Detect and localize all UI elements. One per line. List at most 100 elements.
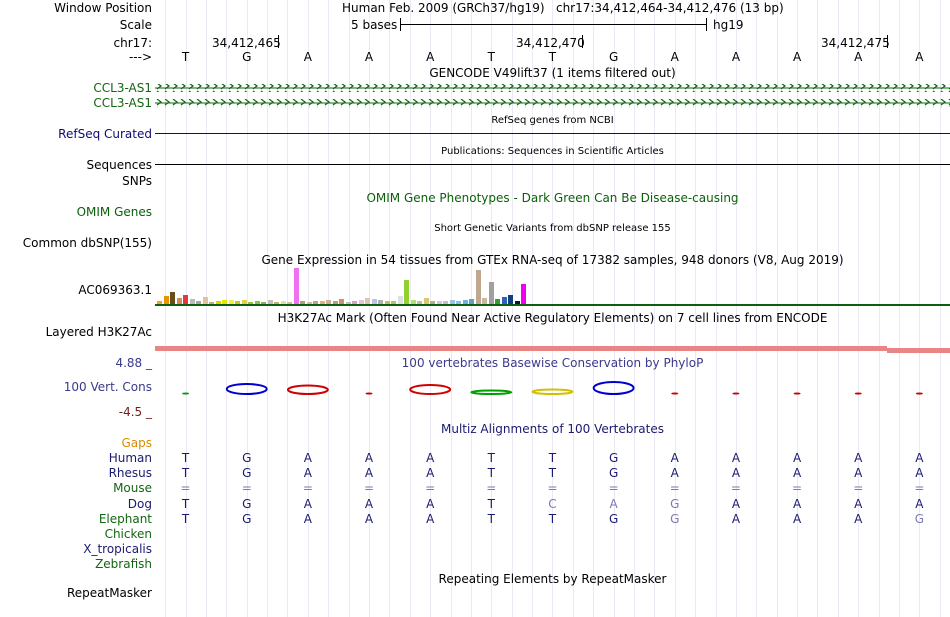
gencode-features[interactable] bbox=[155, 82, 950, 110]
cons-title[interactable]: 100 vertebrates Basewise Conservation by… bbox=[401, 356, 704, 370]
gtex-bar[interactable] bbox=[274, 302, 279, 304]
omim-label[interactable]: OMIM Genes bbox=[76, 205, 152, 219]
phylop-glyph bbox=[671, 392, 679, 395]
h3k27ac-signal-tail[interactable] bbox=[887, 348, 950, 353]
refseq-label[interactable]: RefSeq Curated bbox=[58, 127, 152, 141]
gtex-bar[interactable] bbox=[384, 301, 390, 304]
species-label-rhesus[interactable]: Rhesus bbox=[108, 466, 152, 481]
refseq-title[interactable]: RefSeq genes from NCBI bbox=[491, 115, 614, 126]
repeatmasker-title[interactable]: Repeating Elements by RepeatMasker bbox=[438, 572, 667, 586]
gencode-item-1[interactable]: CCL3-AS1 bbox=[93, 81, 152, 95]
gtex-bar[interactable] bbox=[501, 297, 507, 304]
gtex-bar[interactable] bbox=[423, 298, 429, 304]
multiz-title[interactable]: Multiz Alignments of 100 Vertebrates bbox=[440, 422, 665, 436]
gtex-bar[interactable] bbox=[391, 301, 396, 304]
species-label-mouse[interactable]: Mouse bbox=[113, 481, 152, 496]
gtex-bar[interactable] bbox=[371, 299, 377, 304]
species-label-elephant[interactable]: Elephant bbox=[98, 511, 152, 526]
gtex-bar[interactable] bbox=[365, 298, 370, 304]
h3k27ac-label[interactable]: Layered H3K27Ac bbox=[45, 325, 152, 339]
gtex-bar[interactable] bbox=[456, 301, 461, 304]
gtex-bar[interactable] bbox=[280, 301, 286, 304]
gtex-bar[interactable] bbox=[339, 299, 344, 304]
species-label-x_tropicalis[interactable]: X_tropicalis bbox=[83, 542, 152, 557]
gencode-item-2[interactable]: CCL3-AS1 bbox=[93, 96, 152, 110]
gtex-bar[interactable] bbox=[183, 295, 188, 304]
alignment-base: G bbox=[608, 466, 619, 481]
h3k27ac-signal[interactable] bbox=[155, 346, 887, 351]
gtex-bar[interactable] bbox=[254, 301, 260, 304]
gtex-bar[interactable] bbox=[215, 301, 221, 304]
gtex-bar[interactable] bbox=[430, 301, 435, 304]
gtex-bar-chart[interactable] bbox=[155, 268, 535, 304]
gtex-bar[interactable] bbox=[508, 295, 513, 304]
species-label-dog[interactable]: Dog bbox=[127, 496, 152, 511]
gtex-title[interactable]: Gene Expression in 54 tissues from GTEx … bbox=[261, 253, 844, 267]
gtex-bar[interactable] bbox=[228, 300, 234, 304]
gtex-bar[interactable] bbox=[209, 302, 214, 304]
gtex-bar[interactable] bbox=[267, 300, 273, 304]
gtex-bar[interactable] bbox=[488, 282, 494, 304]
sequences-line[interactable] bbox=[155, 164, 950, 165]
gtex-bar[interactable] bbox=[521, 284, 526, 304]
dbsnp-label[interactable]: Common dbSNP(155) bbox=[22, 236, 152, 250]
snps-label[interactable]: SNPs bbox=[122, 174, 152, 188]
phylop-glyph bbox=[182, 392, 190, 395]
gtex-bar[interactable] bbox=[306, 302, 312, 304]
gtex-bar[interactable] bbox=[462, 300, 468, 304]
refseq-line[interactable] bbox=[155, 133, 950, 134]
gtex-bar[interactable] bbox=[261, 302, 266, 304]
gtex-bar[interactable] bbox=[449, 300, 455, 304]
gtex-bar[interactable] bbox=[332, 301, 338, 304]
gtex-bar[interactable] bbox=[176, 298, 182, 304]
gtex-bar[interactable] bbox=[170, 292, 175, 304]
gtex-bar[interactable] bbox=[319, 301, 325, 304]
cons-label[interactable]: 100 Vert. Cons bbox=[63, 380, 152, 394]
species-label-zebrafish[interactable]: Zebrafish bbox=[95, 557, 152, 572]
gencode-title[interactable]: GENCODE V49lift37 (1 items filtered out) bbox=[429, 66, 676, 80]
gtex-bar[interactable] bbox=[287, 302, 292, 304]
gtex-bar[interactable] bbox=[222, 300, 227, 304]
gtex-bar[interactable] bbox=[196, 301, 201, 304]
gtex-bar[interactable] bbox=[475, 270, 481, 304]
gtex-bar[interactable] bbox=[189, 299, 195, 304]
publications-title[interactable]: Publications: Sequences in Scientific Ar… bbox=[441, 146, 664, 157]
gtex-bar[interactable] bbox=[397, 296, 403, 304]
cons-min-label: -4.5 _ bbox=[118, 405, 152, 419]
gtex-gene-label[interactable]: AC069363.1 bbox=[78, 283, 152, 297]
gtex-bar[interactable] bbox=[352, 301, 357, 304]
gtex-bar[interactable] bbox=[410, 300, 416, 304]
h3k27ac-title[interactable]: H3K27Ac Mark (Often Found Near Active Re… bbox=[277, 311, 828, 325]
sequences-label[interactable]: Sequences bbox=[86, 158, 152, 172]
repeatmasker-label[interactable]: RepeatMasker bbox=[66, 586, 152, 600]
gtex-bar[interactable] bbox=[248, 302, 253, 304]
gtex-bar[interactable] bbox=[469, 299, 474, 304]
phylop-logo[interactable] bbox=[155, 360, 950, 420]
gtex-bar[interactable] bbox=[436, 301, 442, 304]
gtex-bar[interactable] bbox=[514, 301, 520, 304]
gtex-bar[interactable] bbox=[326, 300, 331, 304]
scale-text: 5 bases bbox=[351, 18, 398, 32]
gtex-bar[interactable] bbox=[443, 301, 448, 304]
gtex-bar[interactable] bbox=[404, 280, 409, 304]
gtex-bar[interactable] bbox=[241, 300, 247, 304]
gtex-bar[interactable] bbox=[300, 301, 305, 304]
gtex-bar[interactable] bbox=[495, 299, 500, 304]
gaps-label[interactable]: Gaps bbox=[121, 436, 152, 450]
dbsnp-title[interactable]: Short Genetic Variants from dbSNP releas… bbox=[434, 223, 671, 234]
species-label-human[interactable]: Human bbox=[108, 451, 152, 465]
gtex-bar[interactable] bbox=[163, 296, 169, 304]
omim-title[interactable]: OMIM Gene Phenotypes - Dark Green Can Be… bbox=[366, 191, 739, 205]
gtex-bar[interactable] bbox=[235, 301, 240, 304]
gtex-bar[interactable] bbox=[313, 301, 318, 304]
gtex-bar[interactable] bbox=[293, 268, 299, 304]
gtex-bar[interactable] bbox=[345, 302, 351, 304]
gtex-bar[interactable] bbox=[202, 297, 208, 304]
species-label-chicken[interactable]: Chicken bbox=[104, 527, 152, 541]
gtex-bar[interactable] bbox=[378, 300, 383, 304]
alignment-base: A bbox=[731, 496, 741, 511]
gtex-bar[interactable] bbox=[417, 301, 422, 304]
gtex-bar[interactable] bbox=[358, 300, 364, 304]
gtex-bar[interactable] bbox=[157, 301, 162, 304]
gtex-bar[interactable] bbox=[482, 298, 487, 304]
